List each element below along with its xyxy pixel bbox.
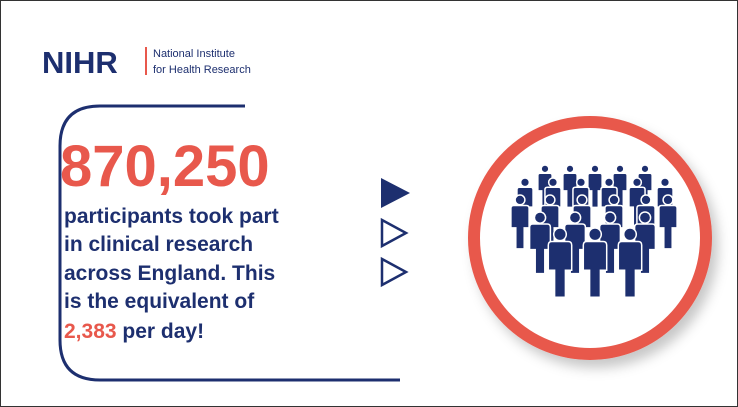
person — [587, 227, 603, 242]
body-line: in clinical research — [64, 233, 253, 256]
person — [565, 164, 575, 174]
person — [514, 194, 526, 206]
person — [615, 164, 625, 174]
person — [587, 172, 603, 209]
person — [612, 172, 628, 209]
person — [633, 223, 657, 275]
body-ending: per day! — [122, 320, 204, 343]
person — [544, 194, 556, 206]
logo-line: for Health Research — [153, 64, 251, 76]
person — [590, 164, 600, 174]
person — [528, 223, 552, 275]
person — [658, 204, 678, 250]
person — [582, 240, 608, 299]
person — [563, 223, 587, 275]
headline-number: 870,250 — [60, 134, 270, 199]
logo-line: National Institute — [153, 48, 235, 60]
person — [568, 211, 582, 224]
person — [640, 194, 652, 206]
crowd-icon — [510, 164, 678, 299]
person — [638, 211, 652, 224]
person — [640, 164, 650, 174]
person — [519, 177, 531, 188]
person — [662, 194, 674, 206]
arrow — [381, 178, 410, 208]
person — [608, 194, 620, 206]
person — [617, 240, 643, 299]
bracket — [58, 104, 400, 382]
person — [576, 194, 588, 206]
arrow — [380, 256, 409, 288]
person — [547, 240, 573, 299]
person — [603, 177, 615, 188]
person — [603, 211, 617, 224]
person — [552, 227, 568, 242]
body-line: is the equivalent of — [64, 290, 255, 313]
logo-acronym: NIHR — [42, 45, 118, 80]
person — [598, 223, 622, 275]
body-line: participants took part — [64, 205, 279, 228]
arrow — [380, 217, 409, 249]
logo-divider — [145, 47, 147, 75]
person — [631, 177, 643, 188]
person — [547, 177, 559, 188]
body-line: across England. This — [64, 262, 275, 285]
person — [510, 204, 530, 250]
person — [533, 211, 547, 224]
person — [540, 164, 550, 174]
body-line: 2,383 per day! — [64, 320, 204, 343]
person — [622, 227, 638, 242]
person — [575, 177, 587, 188]
person — [659, 177, 671, 188]
highlight: 2,383 — [64, 320, 117, 343]
